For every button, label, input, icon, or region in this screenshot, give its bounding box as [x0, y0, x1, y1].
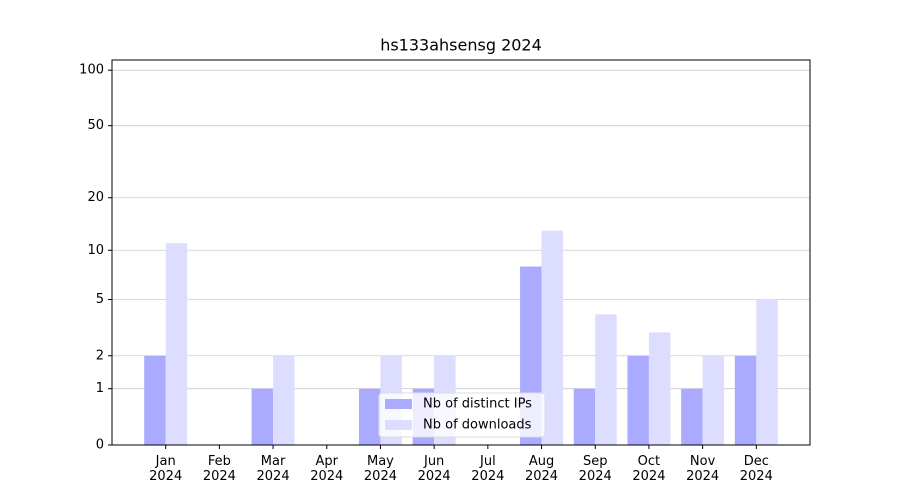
- bar: [251, 388, 274, 445]
- x-tick-label: Nov 2024: [686, 454, 720, 484]
- bar: [734, 355, 757, 445]
- bar: [358, 388, 381, 445]
- y-tick-label: 2: [96, 348, 104, 363]
- bar: [144, 355, 166, 445]
- y-tick-label: 50: [87, 118, 104, 133]
- legend-box: [378, 392, 546, 438]
- legend-label: Nb of distinct IPs: [423, 397, 532, 412]
- x-tick-label: Apr 2024: [310, 454, 344, 484]
- y-tick-label: 20: [87, 190, 104, 205]
- x-tick-label: Jan 2024: [149, 454, 183, 484]
- x-tick-label: Feb 2024: [202, 454, 236, 484]
- y-tick-label: 100: [79, 63, 104, 78]
- legend-swatch: [385, 420, 412, 430]
- y-tick-label: 0: [96, 438, 104, 453]
- x-tick-label: Jun 2024: [417, 454, 451, 484]
- bar: [573, 388, 596, 445]
- chart-title: hs133ahsensg 2024: [380, 36, 542, 55]
- bar: [648, 332, 671, 445]
- legend-swatch: [385, 399, 412, 409]
- bar: [595, 314, 617, 445]
- bar: [541, 230, 564, 445]
- legend-label: Nb of downloads: [423, 418, 532, 433]
- x-tick-label: Sep 2024: [578, 454, 612, 484]
- y-tick-label: 10: [87, 243, 104, 258]
- y-tick-label: 1: [96, 381, 104, 396]
- legend: Nb of distinct IPs Nb of downloads: [378, 392, 546, 438]
- bar: [756, 299, 778, 445]
- bar: [165, 243, 188, 445]
- bar: [273, 355, 295, 445]
- bar: [627, 355, 649, 445]
- axes-frame: [111, 59, 811, 446]
- x-tick-label: Mar 2024: [256, 454, 290, 484]
- x-tick-label: Oct 2024: [632, 454, 666, 484]
- bar: [702, 355, 725, 445]
- bar: [681, 388, 703, 445]
- x-tick-label: May 2024: [363, 454, 397, 484]
- x-tick-label: Jul 2024: [471, 454, 505, 484]
- y-tick-label: 5: [96, 292, 104, 307]
- x-tick-label: Aug 2024: [524, 454, 559, 484]
- x-tick-label: Dec 2024: [739, 454, 773, 484]
